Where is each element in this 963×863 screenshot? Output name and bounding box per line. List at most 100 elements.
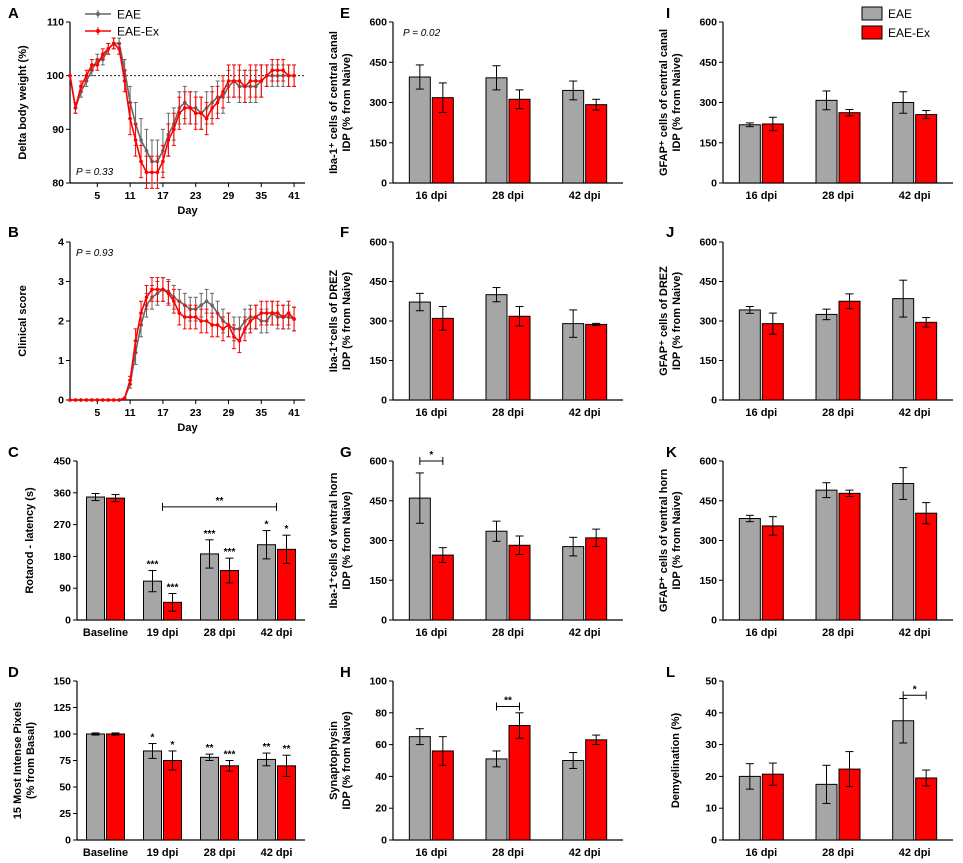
panel-c-letter: C	[8, 444, 19, 461]
panel-c-ytick-label: 270	[53, 519, 71, 531]
panel-d-eae-ex-bar	[106, 733, 125, 841]
panel-f-eae-ex-bar	[585, 323, 608, 401]
panel-d-category-label: 19 dpi	[147, 847, 179, 859]
panel-a-ytick-label: 80	[52, 178, 64, 190]
panel-h-bracket-label: **	[504, 695, 512, 706]
panel-d-ylabel-line: 15 Most Intense Pixels	[12, 702, 24, 819]
panel-b-eae-ex-point	[270, 311, 275, 315]
panel-e-category-label: 42 dpi	[569, 190, 601, 202]
panel-i-ylabel-line: IDP (% from Naive)	[671, 53, 683, 152]
panel-j: J GFAP⁺ cells of DREZIDP (% from Naive) 0 1…	[658, 224, 953, 419]
panel-f-ytick-label: 0	[381, 395, 387, 407]
panel-g-bracket-label: *	[429, 450, 433, 461]
panel-b-eae-ex-point	[237, 338, 242, 343]
panel-d-letter: D	[8, 664, 19, 681]
panel-d-ytick-label: 0	[65, 835, 71, 847]
panel-g-ytick-label: 300	[369, 535, 387, 547]
panel-d-eae-ex-significance: *	[171, 740, 175, 751]
panel-j-eae-ex-bar	[838, 300, 861, 401]
panel-f-eae-bar	[408, 301, 431, 401]
panel-j-category-label: 16 dpi	[745, 407, 777, 419]
panel-b-letter: B	[8, 224, 19, 241]
panel-a-eae-ex-point	[73, 106, 78, 110]
panel-k-ytick-label: 0	[711, 615, 717, 627]
panel-a-eae-ex-point	[275, 68, 280, 73]
panel-l-ytick-label: 20	[705, 771, 717, 783]
panel-l-ytick-label: 50	[705, 676, 717, 688]
panel-g-category-label: 28 dpi	[492, 627, 524, 639]
panel-h-ylabel-line: Synaptophysin	[328, 721, 340, 800]
panel-j-category-label: 42 dpi	[899, 407, 931, 419]
panel-g-category-label: 16 dpi	[415, 627, 447, 639]
panel-l-eae-ex-bar	[915, 777, 938, 841]
panel-a-eae-ex-point	[270, 68, 275, 73]
panel-b-eae-ex-point	[155, 287, 160, 292]
panel-l-bracket-label: *	[913, 684, 917, 695]
panel-d-ytick-label: 125	[53, 702, 71, 714]
panel-b-eae-ex-point	[232, 335, 236, 339]
panel-b-eae-ex-point	[150, 287, 154, 292]
panel-a-eae-ex-point	[90, 63, 94, 67]
panel-b-eae-ex-point	[177, 311, 182, 315]
panel-a-xtick-label: 35	[255, 190, 267, 202]
panel-d: D 15 Most Intense Pixels(% from Basal) 0 25…	[8, 664, 305, 859]
panel-b-eae-ex-point	[106, 398, 111, 402]
panel-a-eae-ex-point	[100, 52, 105, 56]
panel-a-eae-ex-point	[95, 63, 100, 67]
panel-f-ylabel-line: IDP (% from Naive)	[341, 272, 353, 371]
panel-c-eae-significance: ***	[204, 529, 216, 540]
panel-i-ylabel-line: GFAP⁺ cells of central canal	[658, 29, 670, 176]
panel-i-eae-ex-bar	[838, 112, 861, 184]
panel-b-xtick-label: 11	[125, 407, 136, 419]
panel-b-eae-ex-point	[133, 338, 138, 343]
panel-b-ytick-label: 2	[58, 316, 64, 328]
panel-i-ytick-label: 300	[699, 97, 717, 109]
panel-b-eae-ex-point	[243, 327, 247, 331]
panel-l-ytick-label: 30	[705, 739, 717, 751]
panel-b-xtick-label: 23	[190, 407, 202, 419]
panel-b-eae-ex-point	[286, 311, 291, 315]
panel-b-eae-point	[199, 303, 203, 308]
panel-a-ylabel-line: Delta body weight (%)	[17, 45, 29, 160]
panel-a-xlabel: Day	[177, 205, 198, 217]
panel-f-letter: F	[340, 224, 349, 241]
panel-l-ytick-label: 10	[705, 803, 717, 815]
panel-b-eae-ex-point	[226, 323, 231, 327]
panel-b-eae-ex-point	[193, 315, 198, 319]
panel-i-ytick-label: 0	[711, 178, 717, 190]
panel-d-eae-ex-bar	[220, 765, 239, 841]
panel-b-eae-point	[210, 303, 214, 308]
panel-c-ylabel-line: Rotarod - latency (s)	[24, 487, 36, 594]
panel-b-eae-ex-point	[199, 319, 203, 323]
panel-b-eae-ex-point	[90, 398, 94, 402]
panel-b-eae-ex-point	[166, 291, 171, 296]
panel-e-category-label: 16 dpi	[415, 190, 447, 202]
panel-f-category-label: 42 dpi	[569, 407, 601, 419]
panel-k-eae-ex-bar	[761, 525, 784, 621]
panel-h-eae-bar	[562, 760, 585, 841]
panel-k-eae-ex-bar	[838, 492, 861, 621]
panel-d-eae-significance: **	[206, 743, 214, 754]
panel-g-eae-ex-bar	[585, 537, 608, 621]
panel-a-eae-ex-point	[210, 106, 214, 110]
panel-a-eae-ex-point	[139, 159, 143, 164]
panel-g-eae-bar	[562, 546, 585, 621]
legend-bar-label: EAE	[888, 7, 912, 21]
panel-e-eae-bar	[562, 89, 585, 184]
panel-k-ytick-label: 600	[699, 456, 717, 468]
panel-l-category-label: 16 dpi	[745, 847, 777, 859]
panel-a-eae-ex-point	[144, 170, 149, 175]
panel-b-eae-ex-point	[117, 398, 121, 402]
panel-l-ylabel-line: Demyelination (%)	[670, 712, 682, 808]
panel-g-ylabel: Iba-1⁺cells of ventral hornIDP (% from N…	[328, 472, 353, 608]
panel-a-eae-ex-point	[264, 73, 269, 78]
panel-a-eae-ex-point	[68, 73, 72, 78]
panel-c-category-label: 28 dpi	[204, 627, 236, 639]
panel-e-ytick-label: 450	[369, 57, 387, 69]
panel-c-ytick-label: 0	[65, 615, 71, 627]
panel-b-p-value: P = 0.93	[76, 248, 114, 259]
panel-a-eae-ex-point	[84, 73, 89, 78]
panel-a-eae-ex-point	[226, 79, 231, 83]
panel-g-letter: G	[340, 444, 352, 461]
